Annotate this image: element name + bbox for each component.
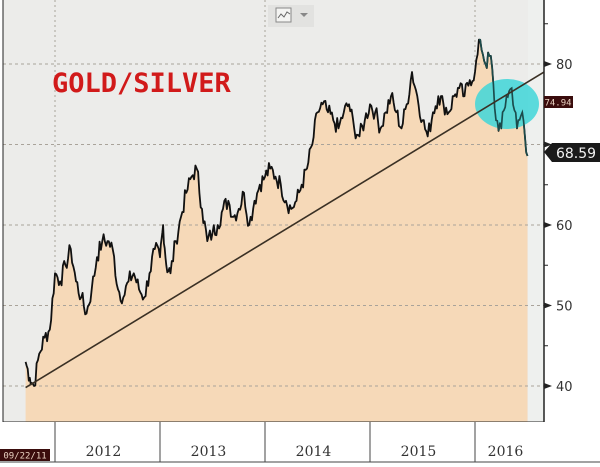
start-date-badge: 09/22/11 (0, 449, 50, 462)
line-chart-glyph (277, 11, 291, 19)
line-chart-icon (275, 7, 292, 23)
x-tick-label-2012: 2012 (86, 444, 122, 460)
y-tick-40 (544, 383, 552, 389)
trend-value-label: 74.94 (544, 99, 571, 109)
y-tick-label-60: 60 (556, 219, 573, 234)
x-tick-label-2015: 2015 (401, 444, 437, 460)
chart-title: GOLD/SILVER (52, 68, 232, 99)
y-axis-ticks: 40 50 60 80 (544, 23, 573, 395)
right-margin (528, 0, 544, 422)
last-value-label: 68.59 (556, 146, 596, 162)
x-tick-label-2013: 2013 (191, 444, 227, 460)
y-tick-70 (544, 141, 552, 148)
x-tick-label-2016: 2016 (488, 444, 524, 460)
ratio-area (25, 39, 528, 422)
trend-value-badge: 74.94 (544, 96, 573, 109)
x-axis-band (0, 422, 600, 467)
start-date-label: 09/22/11 (3, 452, 46, 462)
caret-down-icon[interactable] (300, 13, 308, 17)
trendline-break-highlight (475, 79, 539, 129)
y-tick-80 (544, 61, 552, 67)
y-tick-label-40: 40 (556, 380, 573, 395)
y-tick-60 (544, 222, 552, 228)
last-value-badge: 68.59 (544, 143, 600, 162)
horizontal-gridlines-over-area (3, 63, 544, 387)
chart-type-toolbar[interactable] (268, 5, 314, 27)
y-tick-50 (544, 302, 552, 309)
ratio-line-in-highlight (478, 38, 529, 157)
x-tick-label-2014: 2014 (296, 444, 332, 460)
trendline (25, 71, 545, 389)
x-axis-year-labels: 2012 2013 2014 2015 2016 (54, 422, 524, 462)
ratio-line (24, 38, 529, 387)
y-tick-label-80: 80 (556, 58, 573, 73)
y-tick-label-50: 50 (556, 300, 573, 315)
